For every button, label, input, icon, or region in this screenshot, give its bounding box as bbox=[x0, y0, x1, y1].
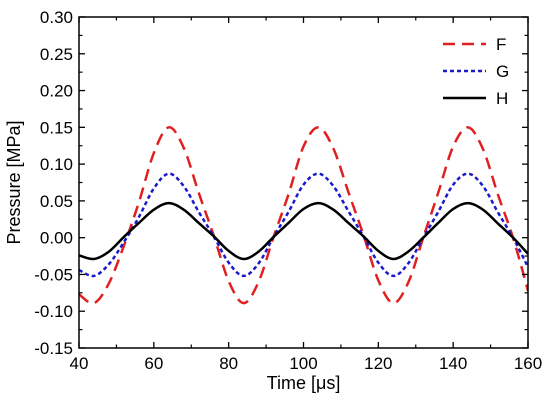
y-axis-label: Pressure [MPa] bbox=[4, 120, 24, 244]
plot-content bbox=[79, 126, 528, 305]
y-tick-label: 0.10 bbox=[40, 155, 73, 174]
y-tick-label: 0.05 bbox=[40, 192, 73, 211]
x-tick-label: 40 bbox=[70, 354, 89, 373]
y-tick-label: -0.15 bbox=[34, 339, 73, 358]
x-tick-label: 100 bbox=[289, 354, 317, 373]
legend-label-f: F bbox=[496, 35, 506, 54]
y-tick-label: 0.00 bbox=[40, 229, 73, 248]
plot-frame bbox=[78, 16, 529, 349]
y-tick-label: 0.25 bbox=[40, 45, 73, 64]
legend-label-g: G bbox=[496, 62, 509, 81]
series-line-h bbox=[79, 201, 528, 261]
x-axis-label: Time [μs] bbox=[267, 373, 341, 393]
legend-label-h: H bbox=[496, 89, 508, 108]
series-group bbox=[79, 126, 528, 305]
axes: 40 60 80 100 120 140 160 -0.15 -0.10 -0.05 0.00 0.0… bbox=[34, 8, 542, 373]
y-tick-label: 0.30 bbox=[40, 8, 73, 27]
x-tick-label: 140 bbox=[439, 354, 467, 373]
y-tick-label: 0.15 bbox=[40, 118, 73, 137]
x-tick-label: 160 bbox=[514, 354, 542, 373]
legend: FGH bbox=[443, 35, 509, 108]
y-tick-label: -0.05 bbox=[34, 265, 73, 284]
series-line-f bbox=[79, 126, 528, 305]
x-tick-label: 120 bbox=[364, 354, 392, 373]
x-tick-label: 80 bbox=[219, 354, 238, 373]
y-tick-label: 0.20 bbox=[40, 82, 73, 101]
y-tick-label: -0.10 bbox=[34, 302, 73, 321]
x-tick-label: 60 bbox=[144, 354, 163, 373]
series-line-g bbox=[79, 172, 528, 278]
